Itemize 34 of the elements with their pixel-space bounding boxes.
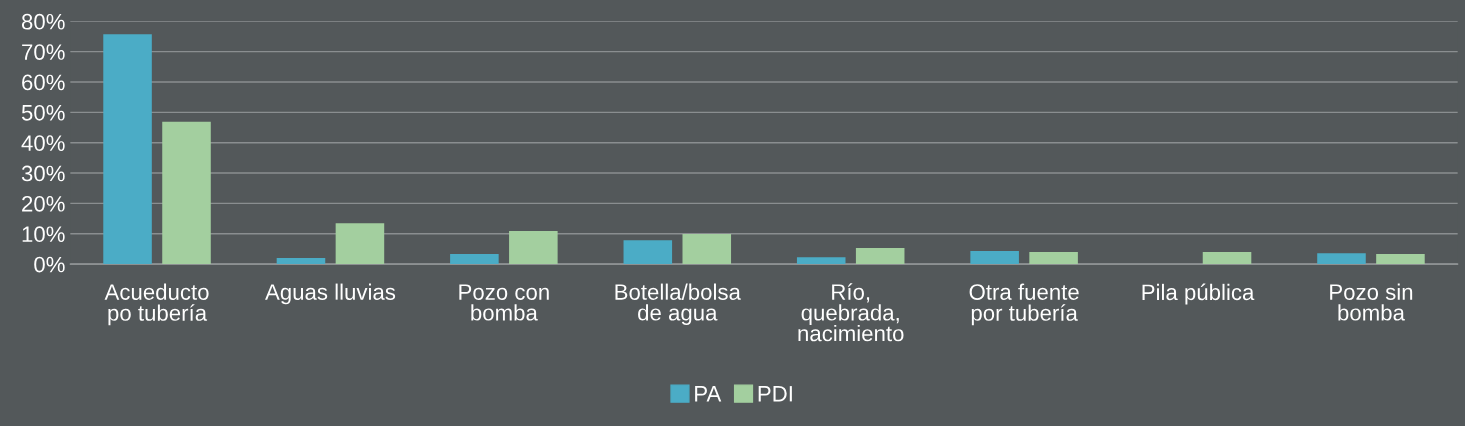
y-tick-label: 40% (21, 135, 65, 151)
bar (450, 254, 499, 265)
x-tick-label: Otra fuente por tubería (969, 283, 1079, 326)
bar (970, 251, 1019, 265)
bar (855, 248, 905, 265)
bar (509, 231, 558, 265)
x-tick-label: Pila pública (1142, 283, 1255, 305)
y-tick-label: 30% (21, 165, 65, 182)
y-tick-label: 0% (34, 256, 65, 273)
bar (623, 240, 673, 265)
bar (682, 234, 732, 265)
x-tick-label: Pozo sin bomba (1330, 283, 1413, 321)
bar (1317, 253, 1366, 265)
bar (335, 223, 385, 265)
bar (1202, 251, 1252, 265)
y-tick-label: 60% (22, 74, 65, 91)
legend-label: PA (695, 386, 722, 402)
y-tick-label: 20% (22, 195, 65, 212)
bar (796, 257, 846, 265)
y-tick-label: 50% (21, 104, 65, 121)
x-tick-label: Pozo con bomba (459, 284, 549, 321)
y-tick-label: 70% (22, 44, 65, 60)
x-tick-label: Acueducto po tubería (104, 283, 209, 326)
x-tick-label: Botella/bolsa de agua (615, 283, 741, 325)
legend-label: PDI (758, 386, 792, 402)
bar (1029, 251, 1078, 265)
bar (276, 258, 326, 265)
x-tick-label: Río, quebrada, nacimiento (798, 283, 904, 342)
y-tick-label: 10% (22, 226, 65, 243)
y-tick-label: 80% (21, 13, 65, 30)
bar (162, 121, 211, 265)
bar (1376, 254, 1425, 265)
bar (103, 34, 152, 265)
x-tick-label: Aguas lluvias (265, 283, 396, 305)
